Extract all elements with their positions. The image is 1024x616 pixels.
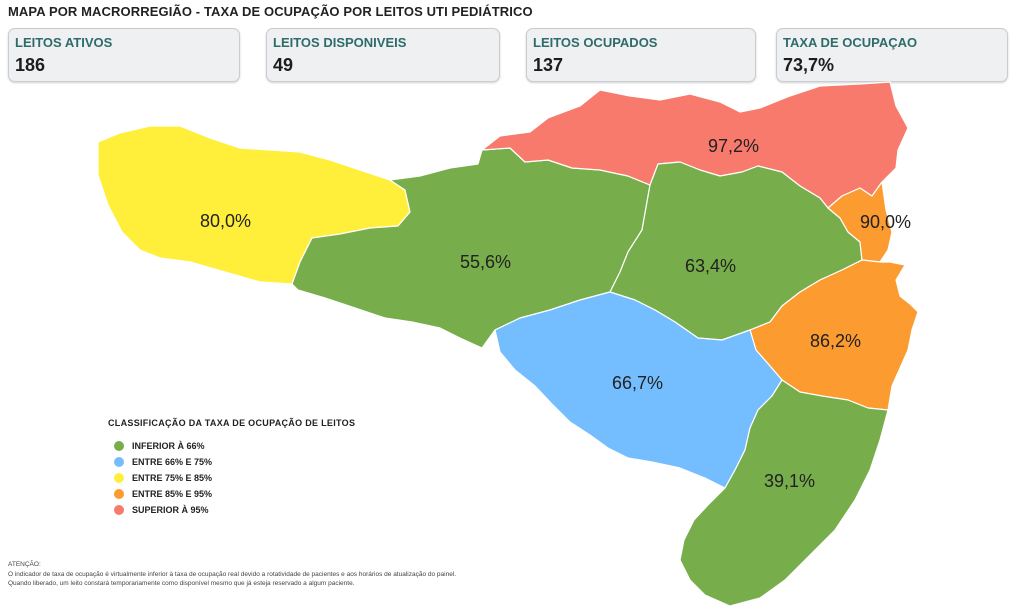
region-value-label: 55,6%: [460, 252, 511, 272]
legend-item: INFERIOR À 66%: [108, 438, 355, 454]
legend-label: ENTRE 66% E 75%: [132, 457, 213, 467]
region-value-label: 90,0%: [860, 212, 911, 232]
kpi-leitos-disponiveis: LEITOS DISPONIVEIS 49: [266, 28, 500, 82]
kpi-value: 73,7%: [783, 55, 835, 75]
region-value-label: 86,2%: [810, 331, 861, 351]
region-value-label: 39,1%: [764, 471, 815, 491]
notes-heading: ATENÇÃO:: [8, 561, 41, 568]
legend-swatch: [114, 505, 124, 515]
legend: CLASSIFICAÇÃO DA TAXA DE OCUPAÇÃO DE LEI…: [108, 418, 355, 518]
kpi-value: 186: [15, 55, 46, 75]
legend-label: SUPERIOR À 95%: [132, 505, 209, 515]
kpi-label: TAXA DE OCUPAÇAO: [783, 35, 918, 50]
kpi-label: LEITOS DISPONIVEIS: [273, 35, 407, 50]
legend-swatch: [114, 489, 124, 499]
region-value-label: 97,2%: [708, 136, 759, 156]
region-foz-itajai[interactable]: [827, 181, 893, 263]
kpi-value: 137: [533, 55, 564, 75]
region-sul[interactable]: [679, 379, 889, 607]
legend-label: INFERIOR À 66%: [132, 441, 205, 451]
legend-item: SUPERIOR À 95%: [108, 502, 355, 518]
notes-line-1: O indicador de taxa de ocupação é virtua…: [8, 570, 457, 578]
region-value-label: 80,0%: [200, 211, 251, 231]
legend-swatch: [114, 441, 124, 451]
notes-line-2: Quando liberado, um leito constará tempo…: [8, 580, 355, 587]
legend-label: ENTRE 75% E 85%: [132, 473, 213, 483]
region-value-label: 63,4%: [685, 256, 736, 276]
legend-swatch: [114, 457, 124, 467]
kpi-leitos-ocupados: LEITOS OCUPADOS 137: [526, 28, 756, 82]
kpi-label: LEITOS OCUPADOS: [533, 35, 658, 50]
legend-swatch: [114, 473, 124, 483]
kpi-taxa-ocupacao: TAXA DE OCUPAÇAO 73,7%: [776, 28, 1008, 82]
legend-item: ENTRE 75% E 85%: [108, 470, 355, 486]
kpi-leitos-ativos: LEITOS ATIVOS 186: [8, 28, 240, 82]
legend-title: CLASSIFICAÇÃO DA TAXA DE OCUPAÇÃO DE LEI…: [108, 418, 356, 428]
kpi-value: 49: [273, 55, 294, 75]
legend-item: ENTRE 66% E 75%: [108, 454, 355, 470]
page-title: MAPA POR MACRORREGIÃO - TAXA DE OCUPAÇÃO…: [8, 4, 533, 19]
region-value-label: 66,7%: [612, 373, 663, 393]
notes: ATENÇÃO: O indicador de taxa de ocupação…: [8, 560, 456, 589]
legend-label: ENTRE 85% E 95%: [132, 489, 213, 499]
legend-item: ENTRE 85% E 95%: [108, 486, 355, 502]
kpi-label: LEITOS ATIVOS: [15, 35, 113, 50]
macroregion-map: 80,0% 55,6% 97,2% 63,4% 90,0% 86,2% 66,7…: [97, 81, 919, 607]
